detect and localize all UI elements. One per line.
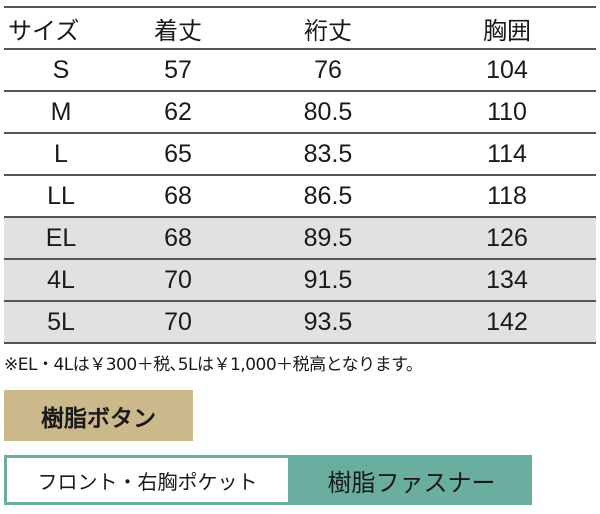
table-row: S 57 76 104	[4, 49, 596, 92]
table-row: M 62 80.5 110	[4, 91, 596, 134]
table-row: L 65 83.5 114	[4, 133, 596, 176]
table-cell: 142	[418, 301, 596, 344]
button-type-label: 樹脂ボタン	[4, 390, 193, 441]
header-chest: 胸囲	[418, 7, 596, 50]
table-cell: 118	[418, 175, 596, 218]
table-cell: 134	[418, 259, 596, 302]
table-cell: L	[4, 133, 118, 176]
table-cell: M	[4, 91, 118, 134]
table-cell: 80.5	[238, 91, 418, 134]
table-cell: 110	[418, 91, 596, 134]
fastener-label: 樹脂ファスナー	[327, 468, 496, 497]
table-cell: 70	[118, 259, 238, 302]
size-table: サイズ 着丈 裄丈 胸囲 S 57 76 104 M 62 80.5 110 L 65 83.5 11…	[4, 6, 596, 344]
table-cell: 93.5	[238, 301, 418, 344]
header-length: 着丈	[118, 7, 238, 50]
table-cell: 68	[118, 175, 238, 218]
table-cell: EL	[4, 217, 118, 260]
table-cell: 89.5	[238, 217, 418, 260]
table-cell: 65	[118, 133, 238, 176]
table-cell: 91.5	[238, 259, 418, 302]
table-cell: 104	[418, 49, 596, 92]
pocket-label: フロント・右胸ポケット	[7, 458, 288, 502]
table-cell: 86.5	[238, 175, 418, 218]
table-cell: 57	[118, 49, 238, 92]
table-header: サイズ 着丈 裄丈 胸囲	[4, 7, 596, 50]
table-cell: 68	[118, 217, 238, 260]
table-cell: 62	[118, 91, 238, 134]
table-row: EL 68 89.5 126	[4, 217, 596, 260]
table-row: 5L 70 93.5 142	[4, 301, 596, 344]
table-cell: 76	[238, 49, 418, 92]
table-cell: 83.5	[238, 133, 418, 176]
feature-box: フロント・右胸ポケット 樹脂ファスナー	[4, 455, 532, 505]
header-size: サイズ	[4, 7, 118, 50]
table-row: LL 68 86.5 118	[4, 175, 596, 218]
table-row: 4L 70 91.5 134	[4, 259, 596, 302]
table-cell: 4L	[4, 259, 118, 302]
table-cell: 126	[418, 217, 596, 260]
header-sleeve: 裄丈	[238, 7, 418, 50]
table-cell: 5L	[4, 301, 118, 344]
table-cell: 114	[418, 133, 596, 176]
table-cell: 70	[118, 301, 238, 344]
table-cell: LL	[4, 175, 118, 218]
table-cell: S	[4, 49, 118, 92]
price-note: ※EL・4Lは￥300＋税､5Lは￥1,000＋税高となります。	[4, 355, 423, 375]
